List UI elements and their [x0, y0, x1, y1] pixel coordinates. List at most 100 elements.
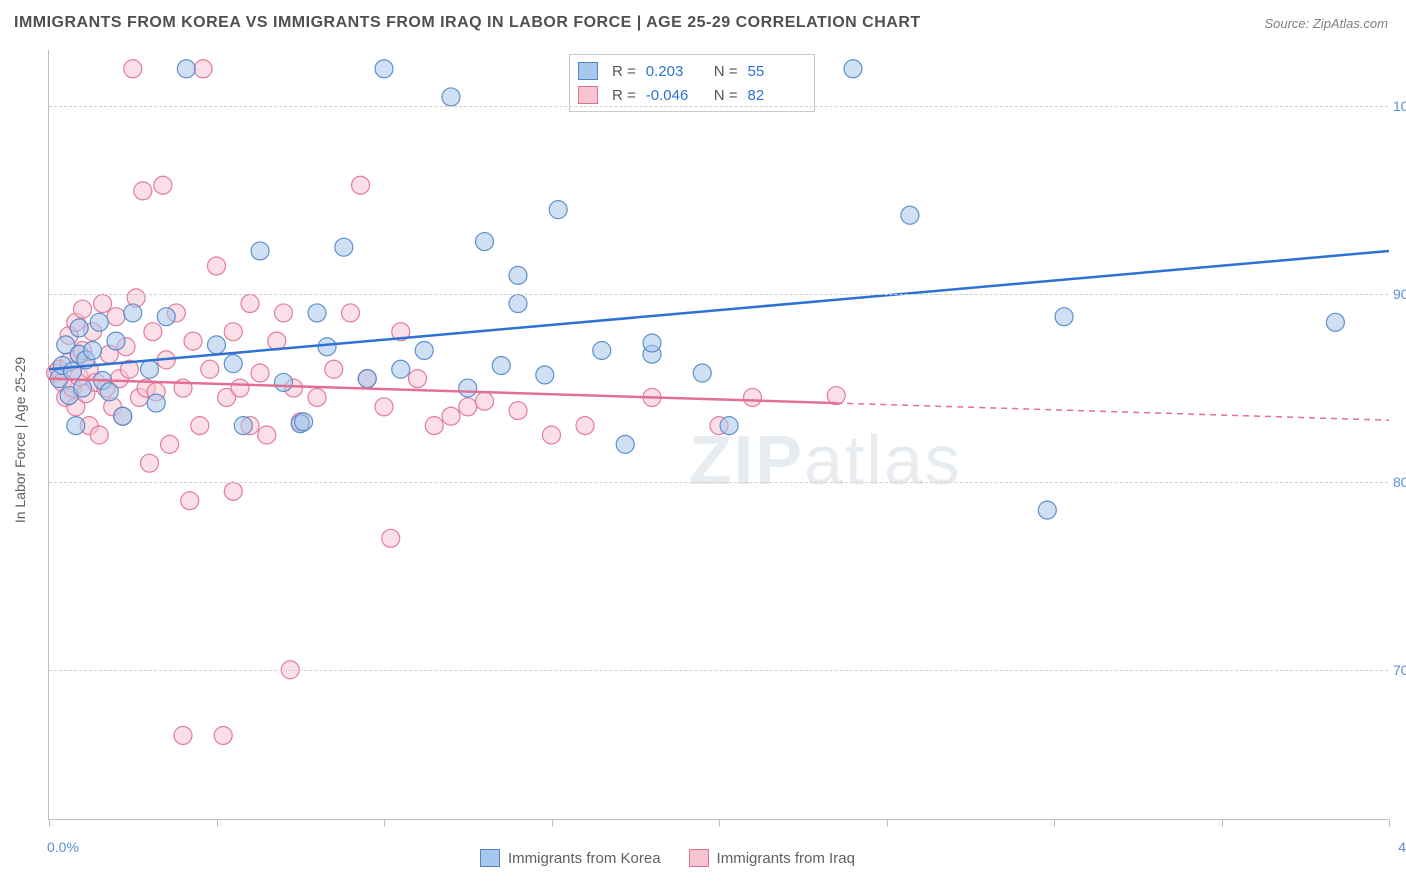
- data-point: [124, 60, 142, 78]
- data-point: [107, 308, 125, 326]
- data-point: [258, 426, 276, 444]
- data-point: [184, 332, 202, 350]
- data-point: [543, 426, 561, 444]
- data-point: [425, 417, 443, 435]
- data-point: [295, 413, 313, 431]
- data-point: [392, 360, 410, 378]
- swatch-korea-bottom: [480, 849, 500, 867]
- gridline-h: [49, 670, 1388, 671]
- data-point: [509, 402, 527, 420]
- chart-title: IMMIGRANTS FROM KOREA VS IMMIGRANTS FROM…: [14, 14, 921, 32]
- legend-item-korea: Immigrants from Korea: [480, 849, 661, 867]
- xtick: [49, 819, 50, 827]
- data-point: [576, 417, 594, 435]
- data-point: [124, 304, 142, 322]
- data-point: [74, 300, 92, 318]
- data-point: [375, 398, 393, 416]
- data-point: [476, 392, 494, 410]
- y-axis-label: In Labor Force | Age 25-29: [12, 357, 28, 523]
- gridline-h: [49, 482, 1388, 483]
- data-point: [509, 266, 527, 284]
- data-point: [720, 417, 738, 435]
- xtick-label-min: 0.0%: [47, 839, 79, 855]
- data-point: [231, 379, 249, 397]
- data-point: [161, 435, 179, 453]
- data-point: [67, 417, 85, 435]
- data-point: [107, 332, 125, 350]
- source-attribution: Source: ZipAtlas.com: [1264, 16, 1388, 31]
- data-point: [459, 379, 477, 397]
- xtick: [719, 819, 720, 827]
- data-point: [901, 206, 919, 224]
- trend-line-extrapolated: [836, 403, 1389, 420]
- data-point: [100, 383, 118, 401]
- legend-item-iraq: Immigrants from Iraq: [689, 849, 855, 867]
- data-point: [409, 370, 427, 388]
- data-point: [177, 60, 195, 78]
- data-point: [141, 360, 159, 378]
- data-point: [144, 323, 162, 341]
- scatter-svg: [49, 50, 1388, 819]
- data-point: [251, 242, 269, 260]
- xtick: [1054, 819, 1055, 827]
- data-point: [234, 417, 252, 435]
- data-point: [382, 529, 400, 547]
- data-point: [509, 295, 527, 313]
- data-point: [214, 726, 232, 744]
- data-point: [94, 295, 112, 313]
- chart-plot-area: ZIPatlas R = 0.203 N = 55 R = -0.046 N =…: [48, 50, 1388, 820]
- xtick: [1389, 819, 1390, 827]
- data-point: [90, 313, 108, 331]
- data-point: [201, 360, 219, 378]
- legend-label-korea: Immigrants from Korea: [508, 850, 661, 867]
- trend-line: [49, 379, 836, 403]
- data-point: [536, 366, 554, 384]
- swatch-iraq-bottom: [689, 849, 709, 867]
- data-point: [224, 355, 242, 373]
- xtick: [384, 819, 385, 827]
- data-point: [241, 295, 259, 313]
- data-point: [693, 364, 711, 382]
- data-point: [616, 435, 634, 453]
- data-point: [459, 398, 477, 416]
- data-point: [844, 60, 862, 78]
- data-point: [181, 492, 199, 510]
- xtick: [1222, 819, 1223, 827]
- xtick: [887, 819, 888, 827]
- data-point: [476, 233, 494, 251]
- data-point: [549, 201, 567, 219]
- data-point: [84, 341, 102, 359]
- ytick-label: 90.0%: [1393, 286, 1406, 302]
- data-point: [208, 336, 226, 354]
- data-point: [275, 304, 293, 322]
- data-point: [1326, 313, 1344, 331]
- data-point: [157, 308, 175, 326]
- data-point: [492, 357, 510, 375]
- data-point: [442, 88, 460, 106]
- xtick: [217, 819, 218, 827]
- data-point: [147, 394, 165, 412]
- data-point: [191, 417, 209, 435]
- data-point: [308, 388, 326, 406]
- data-point: [70, 319, 88, 337]
- data-point: [74, 379, 92, 397]
- data-point: [318, 338, 336, 356]
- data-point: [194, 60, 212, 78]
- data-point: [275, 373, 293, 391]
- ytick-label: 70.0%: [1393, 662, 1406, 678]
- data-point: [224, 323, 242, 341]
- xtick-label-max: 40.0%: [1398, 839, 1406, 855]
- data-point: [335, 238, 353, 256]
- data-point: [134, 182, 152, 200]
- data-point: [342, 304, 360, 322]
- ytick-label: 100.0%: [1393, 98, 1406, 114]
- data-point: [1038, 501, 1056, 519]
- data-point: [174, 726, 192, 744]
- data-point: [1055, 308, 1073, 326]
- data-point: [224, 482, 242, 500]
- xtick: [552, 819, 553, 827]
- data-point: [308, 304, 326, 322]
- data-point: [744, 388, 762, 406]
- data-point: [643, 334, 661, 352]
- data-point: [593, 341, 611, 359]
